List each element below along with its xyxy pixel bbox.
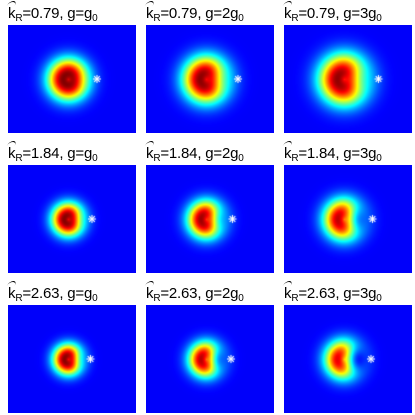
k-subscript: R (291, 293, 299, 304)
k-value: 2.63 (30, 285, 60, 302)
density-map (284, 25, 412, 133)
k-subscript: R (153, 153, 161, 164)
k-value: 2.63 (168, 285, 198, 302)
k-symbol: k (284, 2, 292, 26)
panel-label: kR=2.63, g=3g0 (284, 282, 412, 306)
density-map (8, 305, 136, 413)
k-symbol: k (146, 2, 154, 26)
g-subscript: 0 (238, 153, 244, 164)
panel-label: kR=0.79, g=3g0 (284, 2, 412, 26)
k-subscript: R (291, 13, 299, 24)
density-panel: kR=1.84, g=g0 (8, 142, 136, 274)
g-subscript: 0 (376, 293, 382, 304)
k-symbol: k (284, 142, 292, 166)
density-panel: kR=1.84, g=3g0 (284, 142, 412, 274)
panel-label: kR=1.84, g=g0 (8, 142, 136, 166)
g-multiplier: 3 (359, 285, 369, 302)
panel-label: kR=0.79, g=g0 (8, 2, 136, 26)
g-multiplier: 3 (359, 145, 369, 162)
g-multiplier: 2 (221, 5, 231, 22)
panel-label: kR=2.63, g=2g0 (146, 282, 274, 306)
density-map (146, 305, 274, 413)
k-value: 0.79 (306, 5, 336, 22)
g-subscript: 0 (238, 13, 244, 24)
k-symbol: k (284, 282, 292, 306)
k-value: 1.84 (306, 145, 336, 162)
g-subscript: 0 (92, 153, 98, 164)
k-symbol: k (146, 142, 154, 166)
density-panel: kR=0.79, g=g0 (8, 2, 136, 134)
density-panel: kR=0.79, g=3g0 (284, 2, 412, 134)
g-subscript: 0 (92, 293, 98, 304)
g-subscript: 0 (376, 153, 382, 164)
k-value: 1.84 (30, 145, 60, 162)
panel-label: kR=1.84, g=3g0 (284, 142, 412, 166)
panel-label: kR=2.63, g=g0 (8, 282, 136, 306)
density-map (284, 305, 412, 413)
density-panel: kR=2.63, g=g0 (8, 282, 136, 414)
g-multiplier: 3 (359, 5, 369, 22)
k-subscript: R (15, 13, 23, 24)
panel-label: kR=0.79, g=2g0 (146, 2, 274, 26)
k-symbol: k (146, 282, 154, 306)
density-panel: kR=0.79, g=2g0 (146, 2, 274, 134)
k-subscript: R (15, 153, 23, 164)
k-value: 2.63 (306, 285, 336, 302)
density-panel: kR=2.63, g=2g0 (146, 282, 274, 414)
k-subscript: R (291, 153, 299, 164)
k-value: 1.84 (168, 145, 198, 162)
k-symbol: k (8, 282, 16, 306)
density-map (146, 165, 274, 273)
k-subscript: R (15, 293, 23, 304)
density-panel: kR=1.84, g=2g0 (146, 142, 274, 274)
density-map (8, 25, 136, 133)
k-value: 0.79 (168, 5, 198, 22)
k-subscript: R (153, 293, 161, 304)
g-multiplier: 2 (221, 285, 231, 302)
density-map (284, 165, 412, 273)
g-subscript: 0 (238, 293, 244, 304)
k-value: 0.79 (30, 5, 60, 22)
k-symbol: k (8, 142, 16, 166)
g-multiplier: 2 (221, 145, 231, 162)
k-subscript: R (153, 13, 161, 24)
g-subscript: 0 (376, 13, 382, 24)
density-panel: kR=2.63, g=3g0 (284, 282, 412, 414)
g-subscript: 0 (92, 13, 98, 24)
density-map (8, 165, 136, 273)
panel-label: kR=1.84, g=2g0 (146, 142, 274, 166)
k-symbol: k (8, 2, 16, 26)
density-map (146, 25, 274, 133)
